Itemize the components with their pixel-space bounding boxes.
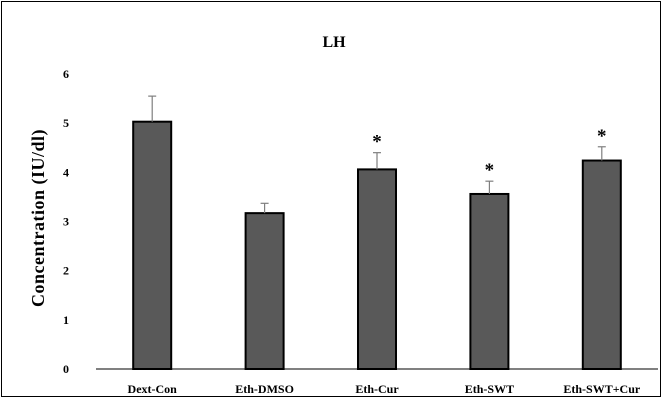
- significance-star: *: [485, 160, 495, 181]
- y-tick-label: 2: [63, 264, 69, 278]
- significance-star: *: [597, 126, 607, 147]
- y-tick-label: 4: [63, 165, 69, 179]
- category-label: Eth-SWT: [465, 382, 514, 396]
- category-labels: Dext-Con Eth-DMSO Eth-Cur Eth-SWT Eth-SWT+Cu…: [128, 382, 641, 396]
- significance-markers: * * *: [372, 126, 606, 181]
- bar: [581, 159, 622, 370]
- bar: [132, 120, 173, 370]
- error-bars-group: [148, 95, 606, 214]
- bar: [244, 212, 285, 370]
- category-label: Dext-Con: [128, 382, 178, 396]
- bar: [469, 192, 510, 370]
- y-axis-label: Concentration (IU/dl): [28, 129, 49, 307]
- y-tick-label: 0: [63, 362, 69, 376]
- category-label: Eth-SWT+Cur: [563, 382, 641, 396]
- y-tick-label: 6: [63, 67, 69, 81]
- category-label: Eth-DMSO: [235, 382, 294, 396]
- category-label: Eth-Cur: [355, 382, 399, 396]
- y-axis-ticks: 0 1 2 3 4 5 6: [63, 67, 69, 376]
- y-tick-label: 1: [63, 313, 69, 327]
- bar: [357, 168, 397, 370]
- chart-title: LH: [322, 34, 346, 51]
- y-tick-label: 3: [63, 215, 69, 229]
- significance-star: *: [372, 132, 382, 153]
- y-tick-label: 5: [63, 116, 69, 130]
